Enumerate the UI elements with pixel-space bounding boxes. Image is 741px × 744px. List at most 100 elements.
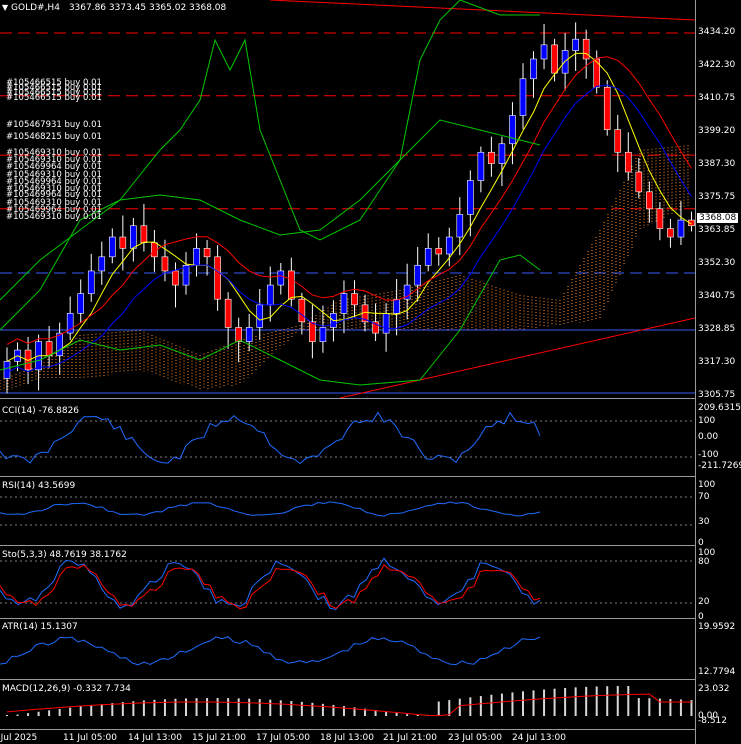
macd-histogram-bar <box>669 698 672 716</box>
atr-pane[interactable]: ATR(14) 15.1307 <box>0 618 695 680</box>
candle-body <box>614 129 622 153</box>
macd-pane[interactable]: MACD(12,26,9) -0.332 7.734 <box>0 679 695 730</box>
macd-histogram-bar <box>606 686 609 716</box>
macd-histogram-bar <box>174 698 177 716</box>
macd-histogram-bar <box>111 703 114 716</box>
candle-body <box>551 44 558 74</box>
macd-title: MACD(12,26,9) -0.332 7.734 <box>2 684 131 694</box>
atr-chart <box>0 636 541 666</box>
macd-histogram-bar <box>353 707 356 716</box>
atr-line <box>0 636 541 666</box>
candle-body <box>519 78 527 116</box>
candle-body <box>45 341 53 357</box>
price-tick-label: 3317.30 <box>698 357 736 367</box>
macd-histogram-bar <box>532 690 535 716</box>
order-label: #105469964 buy 0.01 <box>6 162 102 172</box>
macd-histogram-bar <box>342 706 345 716</box>
candle-body <box>87 270 95 294</box>
macd-histogram-bar <box>416 715 419 716</box>
candle-body <box>56 332 63 357</box>
bollinger-middle <box>0 119 541 331</box>
candle-body <box>456 214 464 238</box>
macd-histogram-bar <box>121 702 124 716</box>
price-axis[interactable]: 3434.20 3422.30 3410.75 3399.20 3387.30 3375.… <box>695 0 741 744</box>
macd-histogram-bar <box>585 686 588 716</box>
macd-histogram-bar <box>458 698 461 716</box>
candle-body <box>393 298 400 314</box>
candle-body <box>498 143 506 164</box>
order-label: #105466515 buy 0.01 <box>6 83 102 93</box>
rsi-pane[interactable]: RSI(14) 43.5699 <box>0 476 695 546</box>
rsi-tick-label: 100 <box>698 480 716 490</box>
macd-histogram-bar <box>237 698 240 716</box>
macd-histogram-bar <box>500 693 503 716</box>
cci-chart <box>0 411 695 465</box>
price-tick-label: 3328.85 <box>698 324 736 334</box>
time-tick-label: 21 Jul 21:00 <box>383 733 437 743</box>
price-chart-canvas[interactable] <box>0 0 695 398</box>
macd-histogram-bar <box>406 714 409 716</box>
stochastic-chart <box>0 557 695 610</box>
candle-body <box>624 151 632 173</box>
macd-histogram-bar <box>258 699 261 716</box>
candle-body <box>288 270 295 300</box>
macd-histogram-bar <box>90 705 93 716</box>
macd-histogram-bar <box>142 700 145 716</box>
candle-body <box>266 284 274 306</box>
order-label: #105469964 buy 0.01 <box>6 177 102 187</box>
stoch-pane[interactable]: Sto(5,3,3) 48.7619 38.1762 <box>0 545 695 619</box>
candle-body <box>403 284 411 300</box>
rsi-line <box>0 501 541 517</box>
order-label: #105469310 buy 0.01 <box>6 184 102 194</box>
candle-body <box>119 236 127 249</box>
candle-body <box>309 321 316 342</box>
candle-body <box>540 44 548 60</box>
candle-body <box>351 293 358 306</box>
time-tick-label: 18 Jul 13:00 <box>320 733 374 743</box>
macd-histogram-bar <box>648 698 651 716</box>
price-pane[interactable]: ▼ GOLD#,H4 3367.86 3373.45 3365.02 3368.… <box>0 0 695 398</box>
cci-pane[interactable]: CCI(14) -76.8826 <box>0 398 695 477</box>
candle-body <box>477 151 485 181</box>
order-label: #105469310 buy 0.01 <box>6 212 102 222</box>
macd-histogram-bar <box>248 698 251 716</box>
candle-body <box>193 248 200 266</box>
candle-body <box>656 208 664 229</box>
cci-tick-label: 100 <box>698 416 716 426</box>
macd-histogram-bar <box>627 686 630 716</box>
candle-body <box>635 171 643 193</box>
macd-histogram-bar <box>374 709 377 716</box>
price-tick-label: 3422.30 <box>698 60 736 70</box>
macd-histogram-bar <box>469 697 472 716</box>
symbol-header: ▼ GOLD#,H4 3367.86 3373.45 3365.02 3368.… <box>2 3 226 13</box>
macd-histogram-bar <box>311 702 314 716</box>
macd-histogram-bar <box>206 698 209 716</box>
bollinger-lower <box>0 254 541 386</box>
rsi-title: RSI(14) 43.5699 <box>2 481 76 491</box>
macd-histogram-bar <box>637 698 640 716</box>
candle-body <box>235 327 242 342</box>
order-label: #105469964 buy 0.01 <box>6 205 102 215</box>
candle-body <box>414 264 421 286</box>
cci-tick-label: 209.6315 <box>698 403 741 413</box>
cci-line <box>0 411 541 465</box>
order-label: #105469964 buy 0.01 <box>6 190 102 200</box>
order-label: #105469310 buy 0.01 <box>6 170 102 180</box>
order-label: #105466515 buy 0.01 <box>6 78 102 88</box>
current-price-box: 3368.08 <box>697 213 739 223</box>
macd-histogram-bar <box>321 703 324 716</box>
stoch-tick-label: 20 <box>698 597 710 607</box>
candle-body <box>372 321 379 334</box>
macd-histogram-bar <box>16 714 19 716</box>
macd-histogram-bar <box>448 700 451 716</box>
price-tick-label: 3399.20 <box>698 126 736 136</box>
macd-histogram-bar <box>574 687 577 716</box>
price-tick-label: 3387.30 <box>698 159 736 169</box>
order-label: #105467931 buy 0.01 <box>6 120 102 130</box>
macd-histogram-bar <box>132 701 135 716</box>
candle-body <box>3 361 11 379</box>
candle-body <box>382 313 390 334</box>
candle-body <box>688 219 695 227</box>
candle-body <box>224 298 232 328</box>
